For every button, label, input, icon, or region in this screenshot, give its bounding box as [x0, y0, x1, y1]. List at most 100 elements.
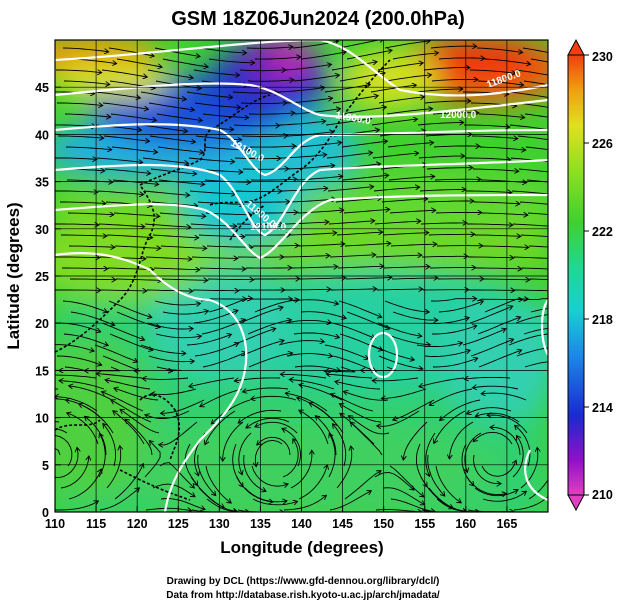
streamline	[514, 289, 548, 292]
streamline	[325, 366, 356, 372]
streamline	[372, 153, 418, 159]
x-tick-label: 160	[455, 517, 476, 531]
streamline	[233, 125, 279, 126]
colorbar-gradient	[567, 54, 585, 496]
streamline	[327, 374, 373, 379]
streamline	[300, 411, 329, 445]
streamline	[392, 311, 437, 320]
streamline	[433, 146, 479, 147]
streamline	[208, 58, 254, 63]
streamline	[483, 279, 529, 280]
streamline	[252, 396, 297, 400]
streamline	[148, 102, 194, 110]
streamline	[512, 436, 524, 478]
streamline	[382, 388, 427, 398]
streamline	[385, 333, 430, 345]
y-tick-label: 35	[35, 176, 49, 190]
streamline	[248, 113, 294, 114]
streamline	[57, 103, 102, 105]
streamline	[474, 235, 520, 236]
streamline	[63, 333, 107, 345]
streamline	[420, 377, 465, 387]
streamline	[346, 311, 389, 329]
streamline	[232, 329, 275, 346]
streamline	[388, 177, 434, 181]
colorbar-tick-label: 214	[592, 401, 613, 415]
streamline	[325, 119, 371, 126]
y-axis-ticks: 0 5 10 15 20 25 30 35 40 45	[35, 81, 61, 520]
streamline	[55, 388, 59, 390]
streamline	[60, 202, 105, 204]
streamline	[330, 289, 376, 290]
streamline	[526, 179, 548, 183]
streamline	[343, 209, 389, 214]
streamline	[430, 388, 473, 405]
streamline	[202, 113, 248, 118]
streamline	[473, 386, 519, 389]
streamline	[403, 421, 428, 459]
streamline	[294, 365, 340, 371]
streamline	[421, 510, 467, 512]
streamline	[96, 157, 142, 162]
streamline	[450, 421, 474, 458]
x-tick-label: 115	[86, 517, 106, 531]
contour-label: 12000.0	[440, 110, 477, 121]
streamline	[342, 175, 388, 181]
streamline	[145, 508, 191, 510]
streamline	[336, 447, 352, 489]
streamline	[378, 97, 424, 104]
streamline	[295, 143, 341, 148]
streamline	[152, 234, 198, 238]
streamline	[329, 255, 375, 257]
streamline	[423, 68, 469, 71]
streamline	[244, 487, 286, 502]
streamline	[240, 103, 286, 104]
streamline	[103, 135, 149, 141]
streamline	[97, 190, 143, 195]
streamline	[94, 91, 140, 98]
streamline	[243, 454, 266, 491]
streamline	[332, 355, 375, 371]
streamline	[337, 266, 383, 268]
streamline	[466, 476, 506, 495]
x-tick-label: 125	[168, 517, 189, 531]
streamline	[389, 465, 423, 496]
streamline	[430, 299, 476, 302]
streamline	[85, 366, 121, 371]
y-tick-label: 10	[35, 412, 49, 426]
contour-label: 12100.0	[250, 222, 287, 233]
grid-lines	[54, 40, 548, 513]
streamline	[239, 307, 282, 324]
streamline	[476, 268, 521, 269]
streamline	[250, 179, 296, 180]
streamline	[207, 279, 253, 280]
streamline	[477, 317, 520, 335]
streamline	[147, 69, 192, 78]
streamline	[482, 246, 528, 247]
streamline	[64, 113, 110, 117]
streamline	[344, 243, 390, 247]
streamline	[377, 63, 422, 71]
streamline	[114, 411, 145, 445]
streamline	[189, 190, 235, 194]
streamline	[106, 380, 151, 390]
streamline	[370, 85, 416, 93]
streamline	[239, 70, 285, 71]
streamline	[158, 179, 204, 184]
streamline	[143, 378, 189, 379]
streamline	[62, 268, 107, 269]
streamline	[278, 341, 324, 346]
streamline	[528, 245, 548, 248]
streamline	[420, 223, 466, 224]
streamline	[291, 267, 337, 268]
streamline	[374, 221, 420, 225]
streamline	[246, 47, 292, 48]
streamline	[142, 157, 188, 163]
streamline	[144, 223, 190, 227]
streamline	[60, 381, 105, 390]
streamline	[121, 410, 160, 434]
streamline	[149, 135, 195, 142]
y-tick-label: 5	[42, 459, 49, 473]
streamline	[470, 340, 513, 357]
